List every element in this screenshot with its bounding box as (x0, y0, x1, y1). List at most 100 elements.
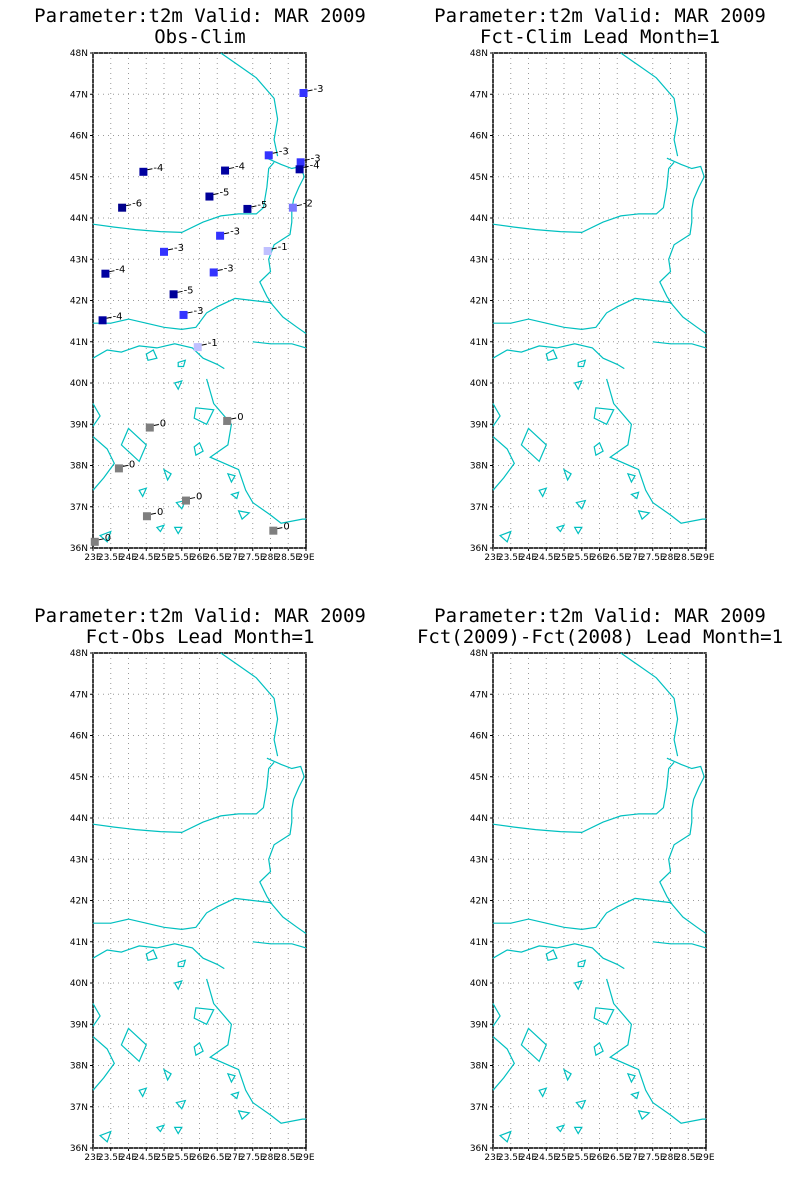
station-marker (179, 310, 188, 319)
coastline (620, 652, 679, 757)
lat-tick-label: 36N (70, 1144, 88, 1154)
lat-tick-label: 43N (70, 255, 88, 265)
panel-subtitle: Fct(2009)-Fct(2008) Lead Month=1 (416, 626, 784, 648)
island-outline (193, 1041, 204, 1057)
station-marker (263, 247, 272, 255)
lon-tick-label: 26E (191, 553, 208, 563)
coastline (620, 52, 679, 157)
station-anomaly-label: -5 (257, 200, 267, 211)
panel-title: Parameter:t2m Valid: MAR 2009 (34, 605, 366, 627)
island-outline (120, 1027, 148, 1063)
island-outline (538, 487, 548, 498)
station-marker (296, 158, 305, 167)
lon-tick-label: 28E (262, 1153, 279, 1163)
lon-tick-label: 24.5E (533, 1153, 559, 1163)
coastline (492, 403, 501, 427)
station-marker (114, 464, 123, 473)
coastline (92, 943, 225, 970)
island-outline (237, 1110, 251, 1121)
lat-tick-label: 48N (70, 649, 88, 659)
lat-tick-label: 40N (470, 979, 488, 989)
island-outline (175, 499, 187, 510)
station-marker (90, 537, 99, 546)
island-outline (545, 349, 558, 362)
lat-tick-label: 46N (470, 732, 488, 742)
lat-tick-label: 44N (470, 214, 488, 224)
lon-tick-label: 27E (226, 1153, 243, 1163)
station-label-leader (228, 167, 235, 170)
island-outline (498, 1130, 512, 1143)
island-outline (155, 1124, 166, 1133)
coastline (606, 978, 706, 1124)
island-outline (520, 427, 548, 463)
island-outline (498, 530, 512, 543)
island-outline (193, 441, 204, 457)
lat-tick-label: 40N (70, 379, 88, 389)
coastline (252, 941, 307, 949)
coastline (92, 343, 225, 370)
coastline (92, 761, 275, 834)
station-anomaly-label: -1 (278, 242, 288, 253)
island-outline (173, 1126, 183, 1135)
lat-tick-label: 47N (470, 690, 488, 700)
panel-subtitle: Fct-Clim Lead Month=1 (479, 26, 721, 48)
lon-tick-label: 27.5E (640, 553, 666, 563)
station-anomaly-label: 0 (129, 459, 135, 470)
island-outline (593, 441, 604, 457)
station-marker (169, 290, 178, 299)
station-label-leader (217, 268, 223, 271)
island-outline (538, 1087, 548, 1098)
island-outline (138, 487, 148, 498)
station-label-leader (167, 248, 174, 251)
lat-tick-label: 47N (70, 90, 88, 100)
station-anomaly-label: -3 (279, 146, 289, 157)
lat-tick-label: 45N (70, 773, 88, 783)
island-outline (120, 427, 148, 463)
lat-tick-label: 38N (70, 1062, 88, 1072)
island-outline (173, 379, 183, 391)
lat-tick-label: 45N (470, 173, 488, 183)
station-marker (142, 512, 151, 521)
station-label-leader (150, 512, 157, 515)
lat-tick-label: 39N (470, 420, 488, 430)
island-outline (162, 468, 172, 482)
island-outline (155, 524, 166, 533)
station-anomaly-label: -4 (235, 162, 245, 173)
station-anomaly-label: -5 (184, 285, 194, 296)
island-outline (145, 349, 158, 362)
coastline (492, 436, 515, 491)
lon-tick-label: 27.5E (240, 1153, 266, 1163)
station-marker (160, 247, 168, 256)
lon-tick-label: 24E (120, 1153, 137, 1163)
lat-tick-label: 47N (70, 690, 88, 700)
station-label-leader (223, 232, 230, 235)
lon-tick-label: 23E (484, 553, 501, 563)
station-marker (98, 316, 107, 325)
station-label-leader (98, 538, 104, 541)
station-label-leader (303, 165, 309, 168)
station-label-leader (109, 270, 115, 273)
coastline (220, 652, 279, 757)
lat-tick-label: 38N (470, 462, 488, 472)
lat-tick-label: 45N (470, 773, 488, 783)
lon-tick-label: 24E (520, 553, 537, 563)
coastline-group (92, 652, 307, 1143)
panel-subtitle: Obs-Clim (154, 26, 246, 48)
lon-tick-label: 25.5E (569, 553, 595, 563)
coastline (259, 757, 307, 934)
coastline (492, 1036, 515, 1091)
island-outline (577, 959, 587, 968)
station-anomaly-label: -3 (174, 243, 184, 254)
lon-tick-label: 24.5E (133, 553, 159, 563)
island-outline (562, 468, 572, 482)
lon-tick-label: 28.5E (275, 1153, 301, 1163)
coastline (493, 297, 671, 331)
lon-tick-label: 25.5E (169, 1153, 195, 1163)
lon-tick-label: 24E (520, 1153, 537, 1163)
coastline (93, 297, 271, 331)
island-outline (555, 524, 566, 533)
station-anomaly-label: -1 (208, 338, 218, 349)
island-outline (98, 1130, 112, 1143)
lat-tick-label: 48N (470, 49, 488, 59)
lat-tick-label: 46N (70, 732, 88, 742)
